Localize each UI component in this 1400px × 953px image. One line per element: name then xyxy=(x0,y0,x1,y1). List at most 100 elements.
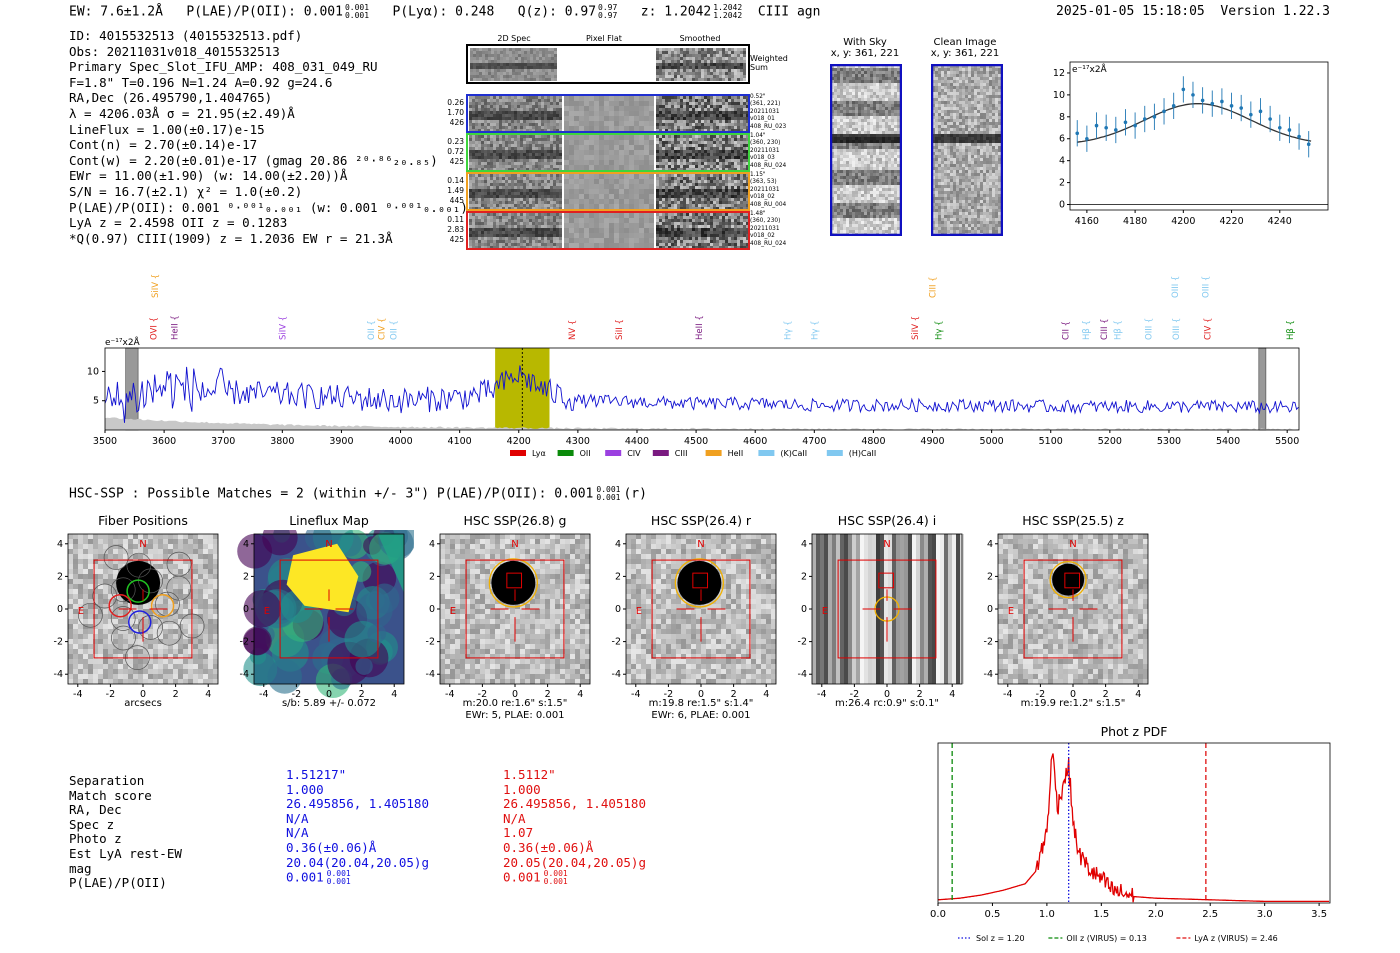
pixel xyxy=(544,219,547,222)
pixel xyxy=(475,198,478,201)
pixel xyxy=(683,198,686,201)
pixel xyxy=(493,243,496,246)
pixel xyxy=(698,63,701,66)
pixel xyxy=(689,189,692,192)
pixel xyxy=(719,114,722,117)
pixel xyxy=(713,102,716,105)
pixel xyxy=(527,48,530,51)
pixel xyxy=(662,219,665,222)
pixel xyxy=(876,113,879,116)
pixel xyxy=(514,144,517,147)
pixel xyxy=(499,222,502,225)
pixel xyxy=(662,231,665,234)
pixel xyxy=(559,216,562,219)
pixel xyxy=(589,126,594,131)
pixel xyxy=(604,194,609,199)
pixel xyxy=(683,201,686,204)
pixel xyxy=(713,177,716,180)
pixel xyxy=(569,184,574,189)
with-sky-image xyxy=(830,64,902,236)
pixel xyxy=(840,137,843,140)
pixel xyxy=(677,153,680,156)
pixel xyxy=(542,60,545,63)
pixel xyxy=(473,69,476,72)
pixel xyxy=(514,135,517,138)
pixel xyxy=(870,98,873,101)
pixel xyxy=(502,243,505,246)
pixel xyxy=(701,243,704,246)
pixel xyxy=(535,162,538,165)
pixel xyxy=(695,75,698,78)
pixel xyxy=(482,78,485,81)
pixel xyxy=(604,189,609,194)
pixel xyxy=(728,204,731,207)
pixel xyxy=(677,198,680,201)
cutout-row xyxy=(466,133,750,172)
pixel xyxy=(649,155,654,160)
pixel xyxy=(478,120,481,123)
pixel xyxy=(539,66,542,69)
pixel xyxy=(499,180,502,183)
pixel xyxy=(716,120,719,123)
pixel xyxy=(743,198,746,201)
pixel xyxy=(680,123,683,126)
pixel xyxy=(481,117,484,120)
pixel xyxy=(707,213,710,216)
pixel xyxy=(656,111,659,114)
cutout-row-meta: v018_02 xyxy=(750,233,775,240)
pixel xyxy=(858,146,861,149)
pixel xyxy=(680,198,683,201)
pixel xyxy=(834,110,837,113)
pixel xyxy=(858,116,861,119)
pixel xyxy=(482,48,485,51)
pixel xyxy=(888,131,891,134)
pixel xyxy=(526,201,529,204)
pixel xyxy=(515,51,518,54)
pixel xyxy=(526,108,529,111)
pixel xyxy=(589,121,594,126)
pixel xyxy=(683,207,686,210)
pixel xyxy=(849,80,852,83)
pixel xyxy=(713,57,716,60)
pixel xyxy=(511,222,514,225)
pixel xyxy=(529,240,532,243)
pixel xyxy=(731,204,734,207)
pixel xyxy=(624,150,629,155)
pixel xyxy=(526,129,529,132)
pixel xyxy=(496,129,499,132)
pixel xyxy=(677,237,680,240)
pixel xyxy=(532,195,535,198)
pixel xyxy=(488,78,491,81)
pixel xyxy=(569,140,574,145)
pixel xyxy=(511,237,514,240)
pixel xyxy=(487,162,490,165)
pixel xyxy=(683,57,686,60)
pixel xyxy=(891,116,894,119)
pixel xyxy=(692,63,695,66)
pixel xyxy=(526,135,529,138)
pixel xyxy=(469,105,472,108)
pixel xyxy=(569,174,574,179)
pixel xyxy=(484,216,487,219)
pixel xyxy=(876,74,879,77)
pixel xyxy=(849,143,852,146)
pixel xyxy=(656,180,659,183)
pixel xyxy=(530,57,533,60)
pixel xyxy=(569,106,574,111)
pixel xyxy=(526,195,529,198)
pixel xyxy=(683,195,686,198)
pixel xyxy=(478,168,481,171)
pixel xyxy=(692,48,695,51)
cutout-row-meta: (361, 221) xyxy=(750,101,781,108)
pixel xyxy=(728,105,731,108)
pixel xyxy=(514,138,517,141)
pixel xyxy=(490,243,493,246)
pixel xyxy=(579,96,584,101)
pixel xyxy=(550,138,553,141)
pixel xyxy=(526,162,529,165)
pixel xyxy=(538,225,541,228)
pixel xyxy=(475,186,478,189)
cutout-row-meta: 408_RU_004 xyxy=(750,201,787,208)
pixel xyxy=(529,141,532,144)
pixel xyxy=(503,57,506,60)
